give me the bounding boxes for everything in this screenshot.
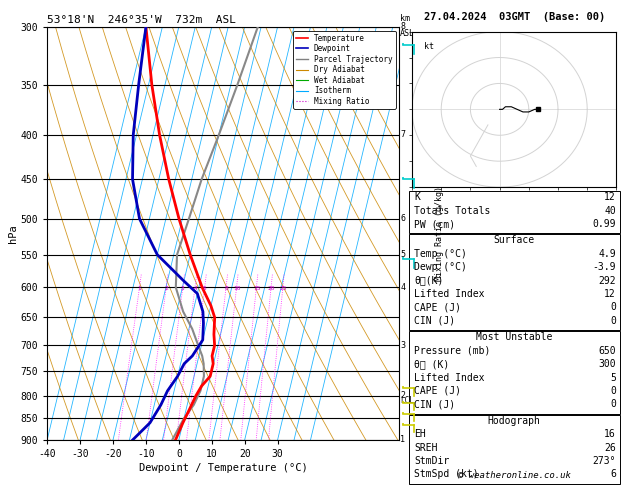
Text: Most Unstable: Most Unstable (476, 332, 552, 343)
Text: 25: 25 (279, 286, 287, 291)
Text: 8: 8 (400, 22, 405, 31)
Text: 0: 0 (610, 302, 616, 312)
Text: 8: 8 (225, 286, 228, 291)
Text: θᴇ(K): θᴇ(K) (414, 276, 443, 286)
Text: 5: 5 (203, 286, 207, 291)
Text: 650: 650 (598, 346, 616, 356)
Text: 53°18'N  246°35'W  732m  ASL: 53°18'N 246°35'W 732m ASL (47, 15, 236, 25)
Text: Hodograph: Hodograph (487, 416, 541, 426)
Text: CIN (J): CIN (J) (414, 399, 455, 409)
Text: Surface: Surface (494, 236, 535, 245)
Text: θᴇ (K): θᴇ (K) (414, 359, 449, 369)
Text: •: • (401, 422, 404, 428)
Text: Totals Totals: Totals Totals (414, 206, 490, 216)
Text: 40: 40 (604, 206, 616, 216)
Text: 27.04.2024  03GMT  (Base: 00): 27.04.2024 03GMT (Base: 00) (424, 12, 605, 22)
Text: LCL: LCL (400, 396, 414, 405)
Text: 0: 0 (610, 399, 616, 409)
Text: 273°: 273° (593, 456, 616, 466)
Text: 26: 26 (604, 443, 616, 453)
Text: 4: 4 (193, 286, 197, 291)
Text: 7: 7 (400, 130, 405, 139)
Text: •: • (401, 176, 404, 182)
Text: 4: 4 (400, 283, 405, 292)
Text: Lifted Index: Lifted Index (414, 373, 484, 382)
Text: Dewp (°C): Dewp (°C) (414, 262, 467, 272)
Text: 16: 16 (604, 430, 616, 439)
Text: CIN (J): CIN (J) (414, 316, 455, 326)
Text: 15: 15 (253, 286, 260, 291)
Text: Pressure (mb): Pressure (mb) (414, 346, 490, 356)
Text: Lifted Index: Lifted Index (414, 289, 484, 299)
Text: 5: 5 (610, 373, 616, 382)
Text: •: • (401, 385, 404, 391)
Text: StmDir: StmDir (414, 456, 449, 466)
Y-axis label: hPa: hPa (8, 224, 18, 243)
Text: 10: 10 (233, 286, 240, 291)
Text: 292: 292 (598, 276, 616, 286)
Text: •: • (401, 399, 404, 405)
Text: Temp (°C): Temp (°C) (414, 249, 467, 259)
Text: -3.9: -3.9 (593, 262, 616, 272)
Text: 1: 1 (400, 435, 405, 444)
Text: kt: kt (424, 42, 433, 51)
Text: EH: EH (414, 430, 426, 439)
Text: 1: 1 (138, 286, 142, 291)
Text: •: • (401, 42, 404, 48)
Text: 6: 6 (610, 469, 616, 480)
Text: SREH: SREH (414, 443, 437, 453)
Text: 0: 0 (610, 386, 616, 396)
Text: PW (cm): PW (cm) (414, 219, 455, 229)
Text: 12: 12 (604, 192, 616, 203)
Text: CAPE (J): CAPE (J) (414, 302, 461, 312)
Text: 0.99: 0.99 (593, 219, 616, 229)
Text: 12: 12 (604, 289, 616, 299)
Text: 0: 0 (610, 316, 616, 326)
Text: © weatheronline.co.uk: © weatheronline.co.uk (458, 471, 571, 480)
Text: CAPE (J): CAPE (J) (414, 386, 461, 396)
Text: •: • (401, 411, 404, 417)
Text: km: km (400, 14, 410, 22)
Text: 2: 2 (400, 391, 405, 400)
Text: Mixing Ratio (g/kg): Mixing Ratio (g/kg) (435, 186, 443, 281)
Text: 3: 3 (181, 286, 185, 291)
Text: 6: 6 (400, 214, 405, 223)
Text: 2: 2 (165, 286, 168, 291)
X-axis label: Dewpoint / Temperature (°C): Dewpoint / Temperature (°C) (139, 463, 308, 473)
Text: ASL: ASL (400, 29, 415, 38)
Text: K: K (414, 192, 420, 203)
Text: 5: 5 (400, 250, 405, 259)
Text: •: • (401, 257, 404, 262)
Text: 20: 20 (267, 286, 275, 291)
Text: StmSpd (kt): StmSpd (kt) (414, 469, 479, 480)
Text: 3: 3 (400, 341, 405, 350)
Legend: Temperature, Dewpoint, Parcel Trajectory, Dry Adiabat, Wet Adiabat, Isotherm, Mi: Temperature, Dewpoint, Parcel Trajectory… (293, 31, 396, 109)
Text: 4.9: 4.9 (598, 249, 616, 259)
Text: 300: 300 (598, 359, 616, 369)
